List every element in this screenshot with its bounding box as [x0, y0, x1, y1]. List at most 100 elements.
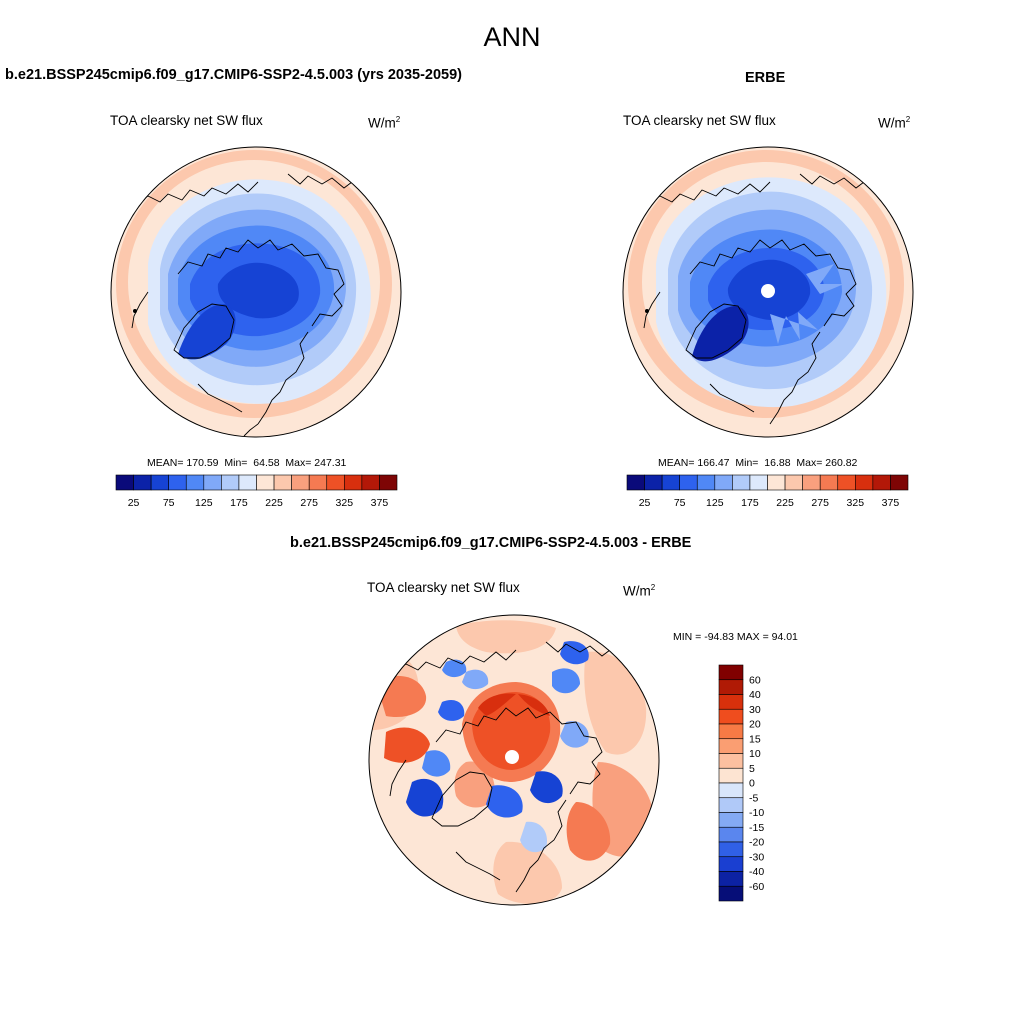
- map-region: [560, 641, 589, 665]
- colorbar-swatch: [718, 708, 744, 725]
- obs-panel-heading: ERBE: [745, 70, 786, 86]
- colorbar-swatch: [714, 474, 733, 491]
- obs-polar-map: [622, 146, 914, 438]
- diff-panel-heading: b.e21.BSSP245cmip6.f09_g17.CMIP6-SSP2-4.…: [290, 535, 692, 551]
- colorbar-swatch: [718, 841, 744, 858]
- model-map-field: [111, 147, 401, 437]
- model-colorbar: 25 75 125 175 225 275 325 375: [115, 474, 398, 509]
- colorbar-tick-label: 275: [300, 497, 318, 509]
- colorbar-tick-label: 20: [749, 719, 761, 731]
- colorbar-swatch: [718, 664, 744, 681]
- colorbar-tick-label: -5: [749, 792, 758, 804]
- colorbar-tick-label: 25: [128, 497, 140, 509]
- colorbar-tick-label: 375: [882, 497, 900, 509]
- colorbar-swatch: [749, 474, 768, 491]
- colorbar-swatch: [784, 474, 803, 491]
- model-panel-heading: b.e21.BSSP245cmip6.f09_g17.CMIP6-SSP2-4.…: [5, 67, 463, 83]
- map-region: [520, 821, 548, 853]
- model-coastlines: [131, 173, 387, 437]
- colorbar-swatch: [115, 474, 134, 491]
- map-region: [692, 306, 749, 362]
- map-region: [478, 693, 516, 716]
- map-region: [584, 651, 647, 755]
- map-region: [806, 264, 844, 294]
- colorbar-swatch: [150, 474, 169, 491]
- colorbar-swatch: [718, 885, 744, 902]
- obs-coastlines: [643, 173, 899, 425]
- colorbar-swatch: [361, 474, 380, 491]
- model-variable-label: TOA clearsky net SW flux: [110, 113, 263, 128]
- colorbar-swatch: [379, 474, 398, 491]
- colorbar-tick-label: 15: [749, 733, 761, 745]
- colorbar-swatch: [661, 474, 680, 491]
- diff-coastlines: [389, 641, 645, 893]
- colorbar-swatch: [168, 474, 187, 491]
- colorbar-swatch: [802, 474, 821, 491]
- colorbar-swatch: [273, 474, 292, 491]
- colorbar-swatch: [344, 474, 363, 491]
- obs-colorbar: 25 75 125 175 225 275 325 375: [626, 474, 909, 509]
- diff-polar-map: [368, 614, 660, 906]
- obs-variable-label: TOA clearsky net SW flux: [623, 113, 776, 128]
- colorbar-tick-label: -20: [749, 837, 764, 849]
- colorbar-swatch: [837, 474, 856, 491]
- model-map-marker: [133, 309, 137, 313]
- colorbar-swatch: [679, 474, 698, 491]
- map-region: [560, 721, 589, 748]
- map-region: [552, 668, 580, 694]
- diff-variable-label: TOA clearsky net SW flux: [367, 580, 520, 595]
- diff-polar-hole: [505, 750, 519, 764]
- diff-minmax: MIN = -94.83 MAX = 94.01: [673, 631, 798, 643]
- colorbar-tick-label: 225: [776, 497, 794, 509]
- colorbar-swatch: [221, 474, 240, 491]
- colorbar-swatch: [133, 474, 152, 491]
- colorbar-swatch: [185, 474, 205, 491]
- map-region: [530, 771, 563, 804]
- model-units-label: W/m2: [368, 115, 401, 131]
- colorbar-tick-label: 275: [811, 497, 829, 509]
- colorbar-swatch: [644, 474, 663, 491]
- colorbar-tick-label: 175: [230, 497, 248, 509]
- map-region: [438, 699, 465, 721]
- colorbar-tick-label: 325: [336, 497, 354, 509]
- map-region: [217, 262, 299, 319]
- colorbar-swatch: [718, 871, 744, 887]
- colorbar-swatch: [718, 679, 744, 695]
- colorbar-tick-label: 10: [749, 748, 761, 760]
- model-polar-map: [110, 146, 402, 438]
- map-region: [566, 802, 611, 861]
- colorbar-swatch: [855, 474, 874, 491]
- map-region: [456, 620, 556, 654]
- model-stats: MEAN= 170.59 Min= 64.58 Max= 247.31: [147, 457, 347, 469]
- obs-map-boundary: [622, 146, 914, 438]
- colorbar-swatch: [890, 474, 909, 491]
- colorbar-swatch: [718, 797, 744, 813]
- colorbar-tick-label: 30: [749, 704, 761, 716]
- colorbar-tick-label: -40: [749, 866, 764, 878]
- figure-title: ANN: [483, 22, 541, 52]
- map-region: [442, 659, 467, 678]
- map-region: [462, 669, 489, 690]
- colorbar-tick-label: 40: [749, 689, 761, 701]
- colorbar-swatch: [718, 723, 744, 740]
- diff-units-label: W/m2: [623, 583, 656, 599]
- map-region: [486, 785, 523, 818]
- obs-stats: MEAN= 166.47 Min= 16.88 Max= 260.82: [658, 457, 858, 469]
- colorbar-swatch: [767, 474, 786, 491]
- colorbar-tick-label: 325: [847, 497, 865, 509]
- colorbar-swatch: [718, 812, 744, 828]
- colorbar-swatch: [626, 474, 645, 491]
- diff-map-boundary: [368, 614, 660, 906]
- colorbar-swatch: [696, 474, 716, 491]
- map-region: [518, 694, 550, 716]
- colorbar-swatch: [819, 474, 839, 491]
- colorbar-swatch: [326, 474, 345, 491]
- colorbar-tick-label: 175: [741, 497, 759, 509]
- colorbar-swatch: [308, 474, 328, 491]
- obs-units-label: W/m2: [878, 115, 911, 131]
- colorbar-swatch: [718, 856, 744, 872]
- colorbar-tick-label: -10: [749, 807, 764, 819]
- colorbar-tick-label: 0: [749, 778, 755, 790]
- colorbar-tick-label: 75: [674, 497, 686, 509]
